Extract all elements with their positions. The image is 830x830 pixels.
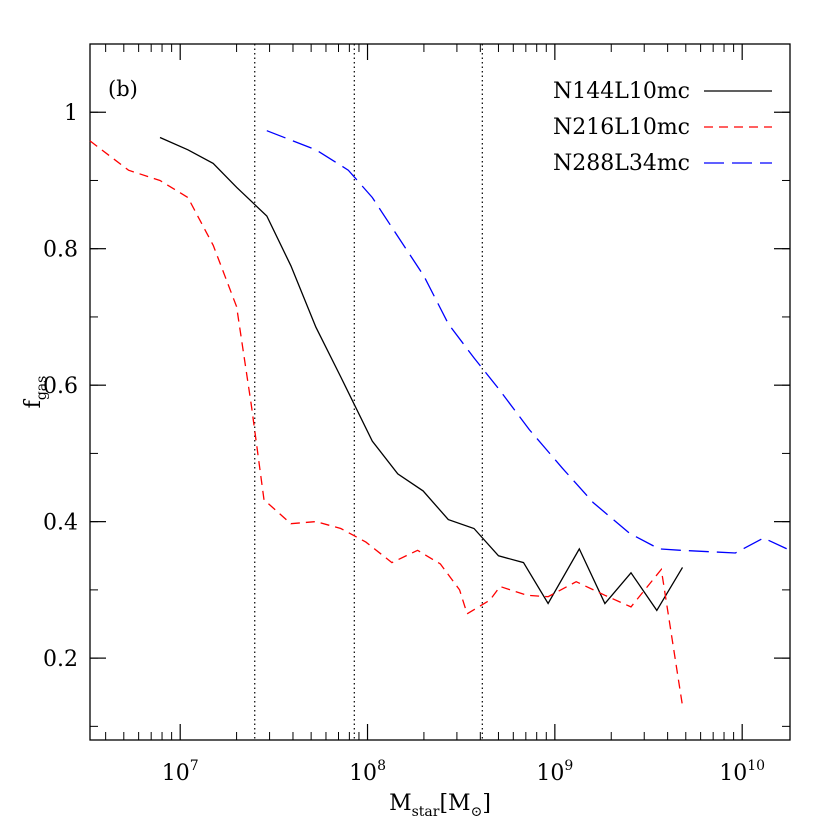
x-tick-label: 1010 [719,758,765,786]
series-line-n144l10mc [159,136,684,612]
y-axis-label-sub: gas [34,376,50,401]
reference-vlines [254,44,483,740]
x-axis-unit-open: [M [439,791,470,816]
x-tick-label-base: 10 [349,761,377,786]
x-tick-label-base: 10 [162,761,190,786]
x-axis-label-main: M [389,791,412,816]
x-axis-label-sub: star [412,804,440,820]
series-line-n216l10mc [89,140,684,706]
x-tick-label-base: 10 [536,761,564,786]
y-tick-label: 0.6 [43,374,78,399]
y-axis-label-main: f [21,398,46,408]
y-tick-label: 1 [64,101,78,126]
plot-frame [89,43,791,741]
y-axis-label: fgas [21,376,50,409]
x-axis-label: Mstar[M⊙] [389,791,491,820]
legend-label-n216l10mc: N216L10mc [553,115,690,140]
x-tick-label-exponent: 10 [747,758,765,774]
legend-label-n288l34mc: N288L34mc [553,151,690,176]
panel-label: (b) [108,77,138,101]
y-tick-label: 0.8 [43,238,78,263]
y-tick-label: 0.2 [43,647,78,672]
x-axis-unit-close: ] [482,791,491,816]
x-tick-label: 107 [162,758,199,786]
minor-ticks [90,43,790,740]
legend-label-n144l10mc: N144L10mc [553,79,690,104]
series-group [89,130,791,706]
x-tick-label-base: 10 [719,761,747,786]
x-axis-unit-symbol: ⊙ [471,804,483,820]
legend: N144L10mc N216L10mc N288L34mc [553,79,772,176]
x-tick-label: 109 [536,758,573,786]
series-line-n288l34mc [266,130,791,554]
major-ticks [90,44,790,740]
y-tick-label: 0.4 [43,511,78,536]
x-tick-label-exponent: 7 [190,758,199,774]
x-tick-label-exponent: 9 [564,758,573,774]
x-tick-label-exponent: 8 [377,758,386,774]
x-tick-label: 108 [349,758,386,786]
